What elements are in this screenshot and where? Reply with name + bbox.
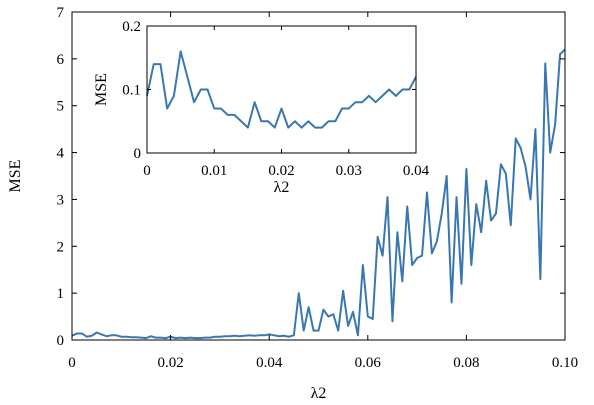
main-y-tick-label: 7 [57, 5, 65, 21]
inset-x-tick-label: 0 [143, 163, 151, 179]
inset-mse-line [146, 50, 417, 129]
inset-x-axis-label: λ2 [274, 179, 290, 196]
main-axes-frame [71, 11, 566, 341]
inset-y-tick-label: 0 [134, 146, 142, 162]
main-y-tick-label: 1 [57, 286, 65, 302]
main-mse-line [71, 48, 566, 340]
main-x-tick-label: 0 [68, 355, 76, 371]
main-x-axis-label: λ2 [311, 385, 327, 402]
main-y-tick-label: 5 [57, 99, 65, 115]
inset-y-tick-label: 0.2 [122, 19, 141, 35]
main-y-tick-label: 6 [57, 52, 65, 68]
main-x-tick-label: 0.10 [552, 355, 578, 371]
inset-x-tick-label: 0.01 [201, 163, 227, 179]
main-y-tick-label: 4 [57, 146, 65, 162]
main-x-tick-label: 0.08 [453, 355, 479, 371]
main-x-tick-label: 0.04 [256, 355, 283, 371]
main-y-axis-label: MSE [7, 160, 24, 193]
inset-plot: 0 0.01 0.02 0.03 0.04 0 0.1 0.2 [122, 19, 429, 179]
inset-y-tick-label: 0.1 [122, 83, 141, 99]
inset-plot-area [147, 26, 416, 153]
inset-y-axis-label: MSE [93, 73, 110, 106]
main-y-tick-label: 2 [57, 239, 65, 255]
main-x-tick-label: 0.02 [157, 355, 183, 371]
main-y-tick-label: 3 [57, 192, 65, 208]
main-y-tick-label: 0 [57, 333, 65, 349]
inset-x-tick-label: 0.04 [403, 163, 430, 179]
main-x-tick-label: 0.06 [355, 355, 382, 371]
inset-x-tick-label: 0.03 [336, 163, 362, 179]
inset-x-tick-label: 0.02 [268, 163, 294, 179]
